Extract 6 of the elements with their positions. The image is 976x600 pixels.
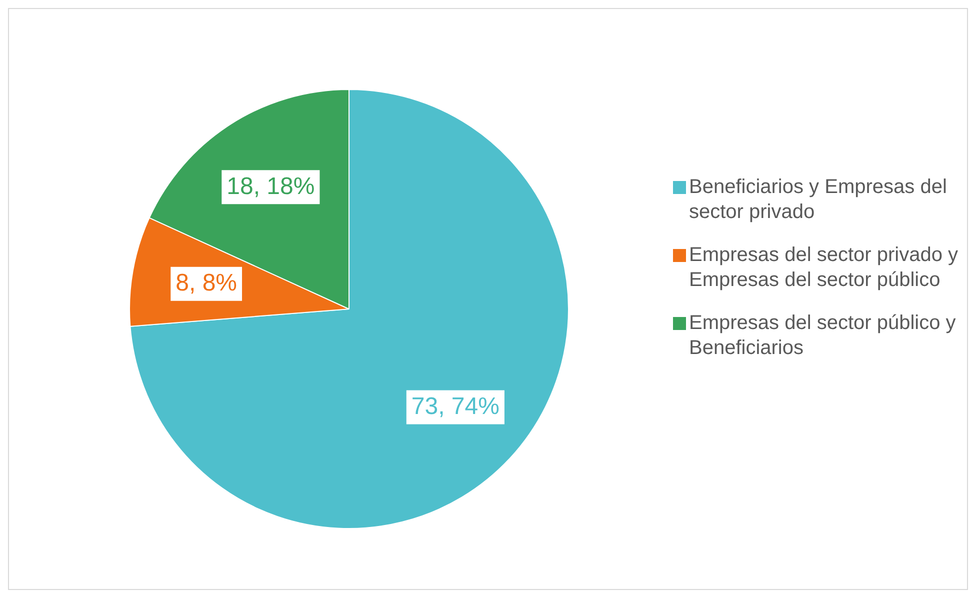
data-label: 18, 18% [226, 172, 315, 200]
data-label: 8, 8% [176, 269, 238, 296]
legend-label: Empresas del sector público y Beneficiarios [689, 311, 957, 361]
legend-label: Empresas del sector privado y Empresas del sector público [689, 243, 960, 293]
data-label: 73, 74% [411, 392, 500, 420]
legend-label: Beneficiarios y Empresas del sector privado [689, 175, 948, 225]
